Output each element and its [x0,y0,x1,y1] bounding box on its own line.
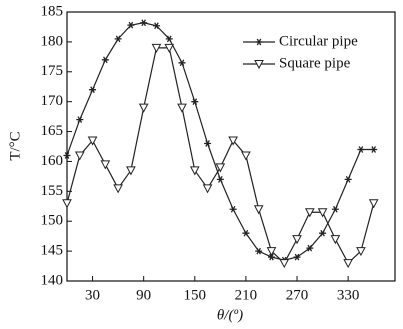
marker [357,146,365,153]
marker [229,205,237,213]
y-tick-label: 170 [41,93,64,109]
marker [87,136,98,146]
marker [189,166,200,176]
x-tick-label: 30 [85,287,100,303]
marker [293,253,301,261]
marker [242,229,250,237]
marker [100,160,111,170]
marker [76,116,84,123]
marker [215,163,226,173]
y-tick-label: 155 [41,183,64,199]
legend-label: Square pipe [279,55,351,71]
y-axis-label: T/°C [7,131,23,160]
legend-marker [254,60,264,70]
y-tick-label: 165 [41,123,64,139]
marker [114,35,122,43]
x-tick-label: 270 [286,287,309,303]
marker [228,136,238,146]
marker [306,244,314,252]
x-tick-label: 90 [136,287,151,303]
legend-marker [255,38,263,46]
marker [126,166,136,176]
marker [127,21,135,29]
marker [330,235,341,245]
marker [151,43,162,53]
marker [331,205,339,213]
y-tick-label: 185 [41,3,64,19]
marker [101,56,109,64]
marker [165,35,173,43]
marker [241,151,251,161]
marker [63,152,71,159]
marker [304,208,315,218]
marker [279,259,290,269]
y-tick-label: 150 [41,213,64,229]
y-tick-label: 140 [41,272,64,288]
marker [178,59,186,67]
legend-label: Circular pipe [279,33,358,49]
marker [89,86,97,94]
marker [370,146,378,153]
marker [164,43,175,53]
marker [74,151,85,161]
marker [319,229,327,237]
y-tick-label: 175 [41,63,64,79]
x-axis-label: θ/(º) [217,307,243,323]
marker [368,199,379,209]
marker [204,140,212,147]
marker [216,176,224,183]
marker [152,22,160,30]
marker [317,208,328,218]
y-tick-label: 145 [41,243,64,259]
series-line [66,47,375,265]
plot-frame [66,11,396,282]
marker [255,247,263,255]
marker [356,247,366,257]
marker [343,259,353,269]
marker [344,176,352,183]
x-tick-label: 330 [337,287,360,303]
marker [191,98,199,106]
marker [140,19,148,27]
marker [266,247,277,257]
y-tick-label: 180 [41,33,64,49]
marker [292,235,302,245]
marker [177,103,187,113]
y-tick-label: 160 [41,153,64,169]
marker [138,103,149,113]
x-tick-label: 150 [184,287,207,303]
marker [253,205,264,215]
marker [267,253,275,261]
marker [62,199,72,209]
x-tick-label: 210 [235,287,258,303]
marker [202,184,213,194]
marker [113,184,123,194]
